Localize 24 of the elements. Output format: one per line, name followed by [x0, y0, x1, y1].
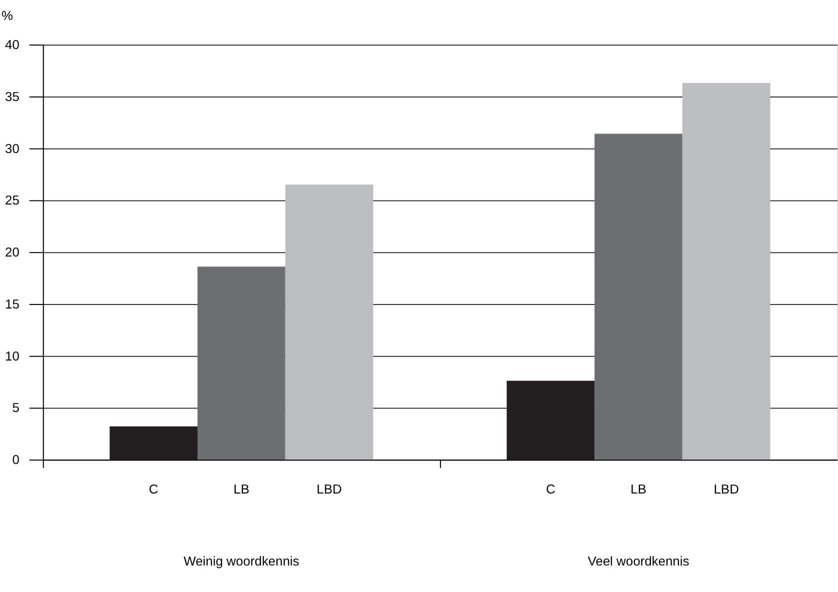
y-tick-label: 20: [5, 244, 20, 260]
y-tick-label: 5: [12, 400, 20, 416]
y-tick-label: 30: [5, 140, 20, 156]
series-label: C: [148, 482, 158, 497]
y-tick-label: 25: [5, 192, 20, 208]
series-label: LBD: [316, 482, 342, 497]
bar: [110, 426, 198, 460]
bar: [198, 266, 286, 460]
y-axis-title: %: [1, 8, 14, 24]
y-tick-label: 35: [5, 88, 20, 104]
bar: [594, 134, 682, 460]
x-tick-label: Veel woordkennis: [588, 553, 690, 568]
y-tick-label: 15: [5, 296, 20, 312]
y-tick-label: 10: [5, 348, 20, 364]
bar: [682, 82, 770, 460]
y-tick-label: 40: [5, 37, 20, 52]
x-tick-label: Weinig woordkennis: [184, 553, 300, 568]
y-tick-label: 0: [12, 452, 20, 468]
bar: [506, 380, 595, 460]
bar: [285, 184, 374, 460]
series-label: LB: [234, 482, 250, 497]
text: LBD: [714, 482, 739, 497]
text: C: [546, 482, 556, 497]
text: LB: [630, 482, 646, 497]
